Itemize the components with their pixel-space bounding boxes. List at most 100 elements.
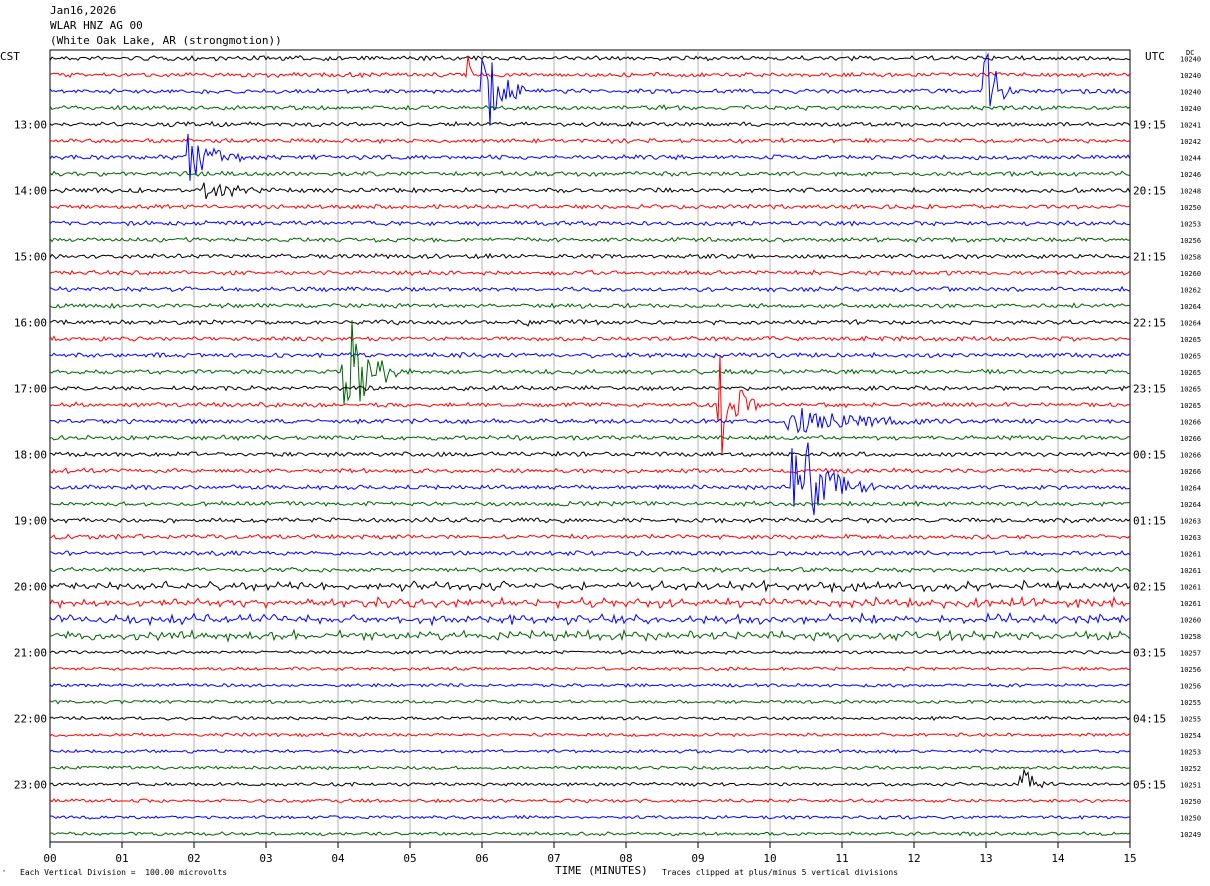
x-tick-label: 15	[1123, 852, 1136, 865]
minute-gridlines	[121, 50, 1059, 842]
trace-row	[49, 104, 1131, 112]
record-date: Jan16,2026	[50, 4, 117, 17]
dc-offset-label: 10252	[1180, 765, 1201, 773]
left-hour-label: 20:00	[14, 580, 47, 593]
trace-row	[49, 649, 1131, 655]
dc-offset-label: 10263	[1180, 517, 1201, 525]
right-hour-label: 00:15	[1133, 448, 1166, 461]
trace-row	[49, 384, 1131, 392]
scale-note: Each Vertical Division = 100.00 microvol…	[20, 868, 228, 877]
x-tick-label: 02	[187, 852, 200, 865]
dc-offset-label: 10246	[1180, 171, 1201, 179]
x-tick-label: 13	[979, 852, 992, 865]
trace-row	[49, 500, 1131, 507]
left-hour-label: 23:00	[14, 778, 47, 791]
trace-row	[49, 351, 1131, 359]
dc-offset-label: 10250	[1180, 798, 1201, 806]
logo-mark: ˆ	[2, 870, 7, 878]
trace-row	[49, 137, 1131, 145]
x-axis-label: TIME (MINUTES)	[555, 864, 648, 877]
dc-offset-label: 10256	[1180, 237, 1201, 245]
x-tick-label: 00	[43, 852, 56, 865]
trace-row	[49, 595, 1131, 610]
dc-offset-label: 10255	[1180, 699, 1201, 707]
dc-offset-label: 10266	[1180, 468, 1201, 476]
dc-offset-label: 10250	[1180, 814, 1201, 822]
dc-offset-label: 10249	[1180, 831, 1201, 839]
dc-offset-label: 10257	[1180, 649, 1201, 657]
right-hour-label: 02:15	[1133, 580, 1166, 593]
right-hour-labels: 19:15 20:15 21:15 22:15 23:15 00:15 01:15 02:15…	[1133, 118, 1166, 791]
x-tick-label: 05	[403, 852, 416, 865]
dc-offset-label: 10261	[1180, 567, 1201, 575]
x-tick-label: 08	[619, 852, 632, 865]
left-timezone: CST	[0, 50, 20, 63]
trace-row	[49, 133, 1131, 181]
trace-row	[49, 442, 1131, 516]
right-hour-label: 04:15	[1133, 712, 1166, 725]
dc-offset-label: 10250	[1180, 204, 1201, 212]
trace-row	[49, 715, 1131, 721]
dc-offset-label: 10251	[1180, 781, 1201, 789]
dc-offset-label: 10264	[1180, 501, 1201, 509]
trace-row	[49, 566, 1131, 574]
left-hour-label: 18:00	[14, 448, 47, 461]
dc-offset-label: 10241	[1180, 121, 1201, 129]
dc-offset-label: 10266	[1180, 435, 1201, 443]
trace-row	[49, 170, 1131, 178]
dc-offset-label: 10260	[1180, 616, 1201, 624]
left-hour-label: 22:00	[14, 712, 47, 725]
trace-row	[49, 219, 1131, 227]
trace-row	[49, 269, 1131, 277]
dc-offset-label: 10258	[1180, 633, 1201, 641]
x-tick-label: 07	[547, 852, 560, 865]
dc-offset-label: 10261	[1180, 583, 1201, 591]
right-hour-label: 03:15	[1133, 646, 1166, 659]
left-hour-labels: 13:00 14:00 15:00 16:00 17:00 18:00 19:00 20:00…	[14, 118, 47, 791]
dc-offset-label: 10240	[1180, 105, 1201, 113]
dc-offset-label: 10242	[1180, 138, 1201, 146]
dc-offset-label: 10261	[1180, 550, 1201, 558]
trace-row	[49, 252, 1131, 260]
right-hour-label: 05:15	[1133, 778, 1166, 791]
dc-offset-label: 10240	[1180, 88, 1201, 96]
trace-row	[49, 55, 1131, 62]
right-hour-label: 23:15	[1133, 382, 1166, 395]
right-hour-label: 19:15	[1133, 118, 1166, 131]
dc-offset-labels: 10240 10240 10240 10240 10241 10242 10244 10246…	[1180, 55, 1201, 839]
station-location: (White Oak Lake, AR (strongmotion))	[50, 34, 282, 47]
left-hour-label: 17:00	[14, 382, 47, 395]
station-code: WLAR HNZ AG 00	[50, 19, 143, 32]
clip-note: Traces clipped at plus/minus 5 vertical …	[662, 868, 899, 877]
trace-row	[49, 699, 1131, 705]
trace-row	[49, 814, 1131, 821]
trace-row	[49, 768, 1131, 789]
trace-row	[49, 407, 1131, 434]
dc-offset-label: 10256	[1180, 666, 1201, 674]
dc-offset-label: 10258	[1180, 253, 1201, 261]
dc-offset-label: 10262	[1180, 286, 1201, 294]
trace-row	[49, 120, 1131, 128]
dc-offset-label: 10261	[1180, 600, 1201, 608]
left-hour-label: 13:00	[14, 118, 47, 131]
plot-frame	[49, 49, 1131, 843]
dc-offset-label: 10263	[1180, 534, 1201, 542]
trace-row	[49, 450, 1131, 458]
left-hour-label: 19:00	[14, 514, 47, 527]
trace-row	[49, 765, 1131, 771]
dc-offset-label: 10265	[1180, 385, 1201, 393]
trace-row	[49, 748, 1131, 754]
trace-row	[49, 203, 1131, 210]
x-tick-label: 06	[475, 852, 488, 865]
x-tick-label: 14	[1051, 852, 1065, 865]
dc-offset-label: 10264	[1180, 319, 1201, 327]
x-tick-label: 10	[763, 852, 776, 865]
dc-offset-label: 10256	[1180, 682, 1201, 690]
left-hour-label: 15:00	[14, 250, 47, 263]
dc-offset-label: 10266	[1180, 418, 1201, 426]
trace-row	[49, 320, 1131, 404]
x-tick-label: 09	[691, 852, 704, 865]
x-tick-label: 11	[835, 852, 848, 865]
right-hour-label: 20:15	[1133, 184, 1166, 197]
